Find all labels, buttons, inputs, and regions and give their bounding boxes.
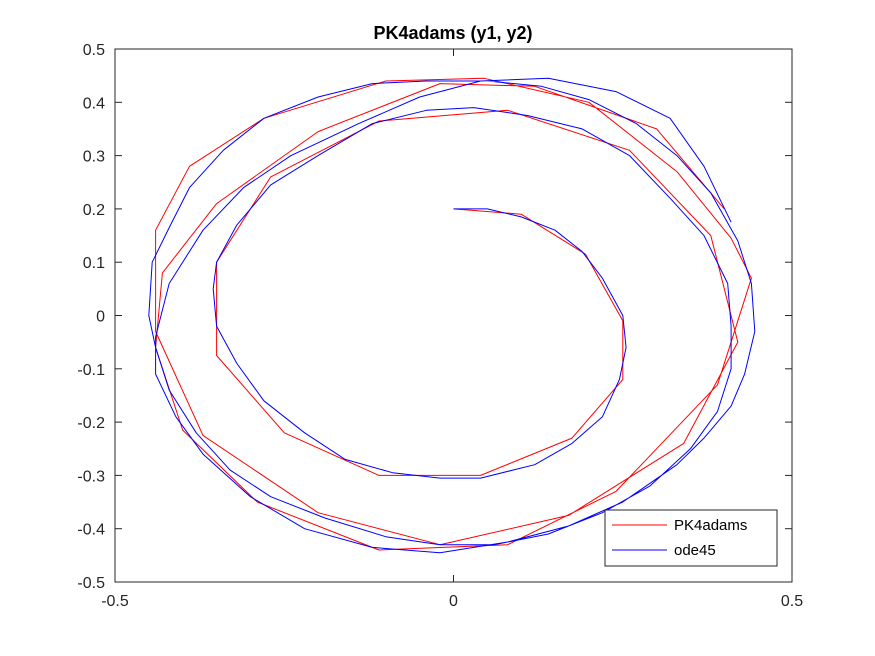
y-tick-label: -0.3 — [77, 468, 105, 485]
y-tick-label: 0 — [96, 309, 105, 326]
y-tick-label: 0.3 — [83, 149, 105, 166]
x-tick-label: 0 — [449, 593, 458, 610]
y-tick-label: -0.1 — [77, 362, 105, 379]
series-line-ode45 — [148, 77, 756, 554]
y-tick-label: 0.5 — [83, 42, 105, 59]
chart-title: PK4adams (y1, y2) — [373, 23, 532, 43]
legend-box — [604, 509, 778, 567]
y-tick-label: 0.2 — [83, 202, 105, 219]
legend-label-pk4adams: PK4adams — [674, 517, 747, 534]
legend-label-ode45: ode45 — [674, 542, 716, 559]
y-tick-label: -0.4 — [77, 522, 105, 539]
series-layer — [148, 77, 756, 554]
y-tick-label: -0.2 — [77, 415, 105, 432]
legend: PK4adams ode45 — [604, 509, 778, 567]
y-tick-label: 0.4 — [83, 95, 105, 112]
y-tick-label: 0.1 — [83, 255, 105, 272]
ticks-layer: -0.5 0 0.5 -0.5 -0.4 -0.3 -0.2 -0.1 0 0.1 0.2 0.3 0.… — [77, 42, 803, 610]
y-tick-label: -0.5 — [77, 575, 105, 592]
x-tick-label: -0.5 — [101, 593, 129, 610]
x-tick-label: 0.5 — [781, 593, 803, 610]
